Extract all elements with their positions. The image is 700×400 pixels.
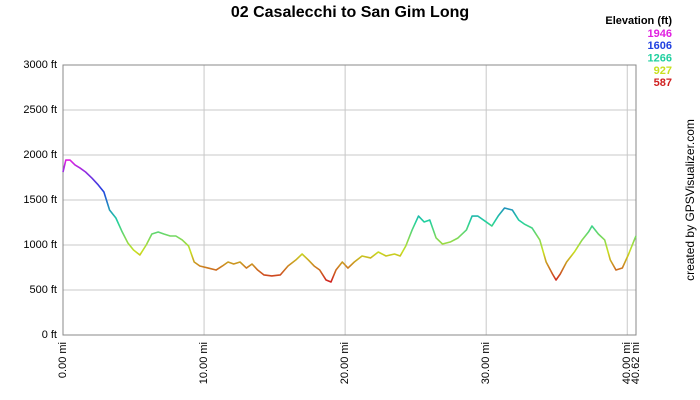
y-tick-label: 2500 ft	[23, 104, 57, 116]
x-tick-label: 30.00 mi	[480, 342, 492, 384]
legend-value: 587	[654, 77, 672, 89]
y-tick-label: 1500 ft	[23, 194, 57, 206]
legend-value: 1946	[648, 28, 672, 40]
y-tick-label: 2000 ft	[23, 149, 57, 161]
y-tick-label: 0 ft	[42, 329, 57, 341]
y-tick-label: 500 ft	[29, 284, 57, 296]
x-tick-label: 40.62 mi	[630, 342, 642, 384]
legend-title: Elevation (ft)	[605, 15, 672, 27]
legend-value: 1606	[648, 40, 672, 52]
credit: created by GPSVisualizer.com	[683, 119, 697, 281]
legend-value: 1266	[648, 53, 672, 65]
y-tick-label: 3000 ft	[23, 59, 57, 71]
x-tick-label: 40.00 mi	[621, 342, 633, 384]
x-tick-label: 10.00 mi	[198, 342, 210, 384]
x-tick-label: 20.00 mi	[339, 342, 351, 384]
x-tick-label: 0.00 mi	[57, 342, 69, 378]
chart-title: 02 Casalecchi to San Gim Long	[231, 4, 469, 21]
y-tick-label: 1000 ft	[23, 239, 57, 251]
legend-value: 927	[654, 65, 672, 77]
elevation-line	[62, 159, 637, 283]
plot-frame	[62, 64, 637, 336]
